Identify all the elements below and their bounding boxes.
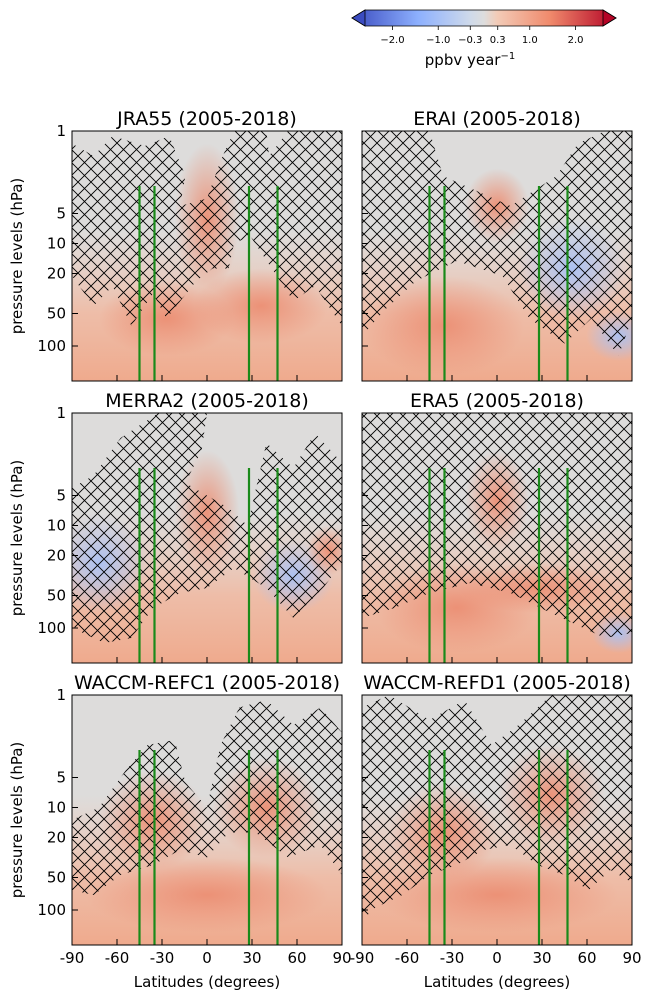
x-axis-label: Latitudes (degrees) <box>134 973 280 991</box>
panel-field <box>362 131 632 381</box>
y-tick-label: 10 <box>47 517 66 535</box>
colorbar-ticks: −2.0 −1.0 −0.3 0.3 1.0 2.0 <box>380 26 583 46</box>
panel-field <box>72 131 342 381</box>
y-tick-label: 1 <box>56 686 66 704</box>
panel-1: JRA55 (2005-2018) 1 5 10 20 50 100 pressure lev… <box>8 108 343 382</box>
y-tick-label: 1 <box>56 404 66 422</box>
panel-field <box>362 695 632 945</box>
colorbar-label: ppbv year−1 <box>425 51 515 69</box>
y-tick-label: 10 <box>47 799 66 817</box>
colorbar-tick-label: −0.3 <box>458 35 482 46</box>
x-tick-label: -60 <box>105 949 130 967</box>
y-tick-label: 100 <box>37 337 66 355</box>
panel-field <box>362 413 632 663</box>
y-tick-label: 1 <box>56 122 66 140</box>
panel-field <box>72 413 342 663</box>
x-tick-label: 60 <box>577 949 596 967</box>
colorbar-tick-label: 0.3 <box>490 35 506 46</box>
panel-title: WACCM-REFD1 (2005-2018) <box>363 672 630 694</box>
panel-6: WACCM-REFD1 (2005-2018) -90 -60 -30 0 30 60 90 L… <box>350 672 642 991</box>
y-tick-label: 100 <box>37 619 66 637</box>
x-tick-label: 60 <box>287 949 306 967</box>
panel-title: ERAI (2005-2018) <box>413 108 580 130</box>
panel-5: WACCM-REFC1 (2005-2018) 1 5 10 20 50 100 pressu… <box>8 672 352 991</box>
x-tick-label: 0 <box>492 949 502 967</box>
x-tick-label: -30 <box>440 949 465 967</box>
x-tick-label: 30 <box>242 949 261 967</box>
colorbar-tick-label: 1.0 <box>522 35 538 46</box>
y-tick-label: 100 <box>37 901 66 919</box>
colorbar-tick-label: −1.0 <box>426 35 450 46</box>
panel-4: ERA5 (2005-2018) <box>361 390 633 664</box>
y-axis-label: pressure levels (hPa) <box>8 178 26 335</box>
y-axis-label: pressure levels (hPa) <box>8 742 26 899</box>
colorbar-tick-label: −2.0 <box>380 35 404 46</box>
y-axis-label: pressure levels (hPa) <box>8 460 26 617</box>
x-tick-label: 90 <box>332 949 351 967</box>
y-tick-label: 5 <box>56 769 66 787</box>
colorbar-tick-label: 2.0 <box>568 35 584 46</box>
x-tick-label: -30 <box>150 949 175 967</box>
y-tick-label: 50 <box>47 587 66 605</box>
panel-title: MERRA2 (2005-2018) <box>105 390 309 412</box>
panel-field <box>72 695 342 945</box>
x-tick-label: -90 <box>60 949 85 967</box>
x-tick-label: 30 <box>532 949 551 967</box>
y-tick-label: 5 <box>56 487 66 505</box>
colorbar: −2.0 −1.0 −0.3 0.3 1.0 2.0 ppbv year−1 <box>351 9 617 69</box>
y-tick-label: 50 <box>47 305 66 323</box>
x-tick-label: -90 <box>350 949 375 967</box>
panel-title: ERA5 (2005-2018) <box>410 390 584 412</box>
trend-blob <box>362 276 524 376</box>
x-axis-label: Latitudes (degrees) <box>424 973 570 991</box>
panel-title: WACCM-REFC1 (2005-2018) <box>74 672 340 694</box>
colorbar-extend-low <box>351 9 366 27</box>
panel-3: MERRA2 (2005-2018) 1 5 10 20 50 100 pressure le… <box>8 390 343 664</box>
x-tick-label: 0 <box>202 949 212 967</box>
x-tick-label: -60 <box>395 949 420 967</box>
colorbar-bar <box>351 9 617 27</box>
y-tick-label: 20 <box>47 547 66 565</box>
panel-2: ERAI (2005-2018) <box>361 108 633 382</box>
y-tick-label: 20 <box>47 829 66 847</box>
y-tick-label: 5 <box>56 205 66 223</box>
colorbar-extend-high <box>602 9 617 27</box>
y-tick-label: 20 <box>47 265 66 283</box>
y-tick-label: 50 <box>47 869 66 887</box>
x-tick-label: 90 <box>622 949 641 967</box>
y-tick-label: 10 <box>47 235 66 253</box>
trend-blob <box>85 857 329 933</box>
panel-title: JRA55 (2005-2018) <box>116 108 297 130</box>
